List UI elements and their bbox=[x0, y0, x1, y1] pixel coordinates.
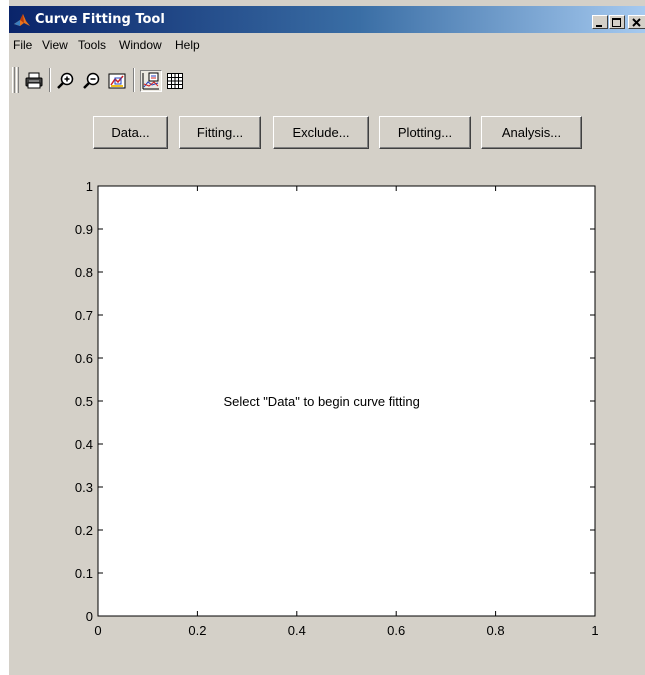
y-tick-label: 0.6 bbox=[75, 351, 93, 366]
y-tick-label: 0.7 bbox=[75, 308, 93, 323]
maximize-icon bbox=[612, 18, 621, 27]
menu-file[interactable]: File bbox=[13, 38, 33, 52]
x-tick-label: 0.6 bbox=[387, 623, 405, 638]
menu-help[interactable]: Help bbox=[175, 38, 200, 52]
plot-message: Select "Data" to begin curve fitting bbox=[223, 394, 419, 409]
plotting-button[interactable]: Plotting... bbox=[379, 116, 471, 149]
legend-icon bbox=[142, 72, 159, 90]
title-bar[interactable]: Curve Fitting Tool bbox=[9, 6, 645, 33]
grid-icon bbox=[167, 73, 183, 89]
menu-bar: File View Tools Window Help bbox=[9, 34, 645, 56]
fitting-button[interactable]: Fitting... bbox=[179, 116, 261, 149]
zoom-out-button[interactable] bbox=[81, 70, 103, 92]
y-tick-label: 0.4 bbox=[75, 437, 93, 452]
y-tick-label: 0.2 bbox=[75, 523, 93, 538]
toolbar-separator bbox=[133, 68, 135, 92]
toolbar-grip[interactable] bbox=[16, 67, 19, 93]
plot-axes[interactable]: 0 0.2 0.4 0.6 0.8 1 0 0.1 0.2 0.3 0.4 0.5 0.6 0.7 0.8 0… bbox=[9, 0, 645, 675]
menu-window[interactable]: Window bbox=[119, 38, 162, 52]
x-tick-label: 0.4 bbox=[288, 623, 306, 638]
curve-fitting-window: Curve Fitting Tool File View Tools Windo… bbox=[8, 0, 645, 675]
y-tick-label: 0.1 bbox=[75, 566, 93, 581]
axis-ticks: 0 0.2 0.4 0.6 0.8 1 0 0.1 0.2 0.3 0.4 0.5 0.6 0.7 0.8 0… bbox=[75, 179, 599, 638]
zoom-out-icon bbox=[83, 72, 100, 89]
menu-tools[interactable]: Tools bbox=[78, 38, 107, 52]
close-icon bbox=[632, 18, 641, 27]
toolbar-grip[interactable] bbox=[12, 67, 15, 93]
maximize-button[interactable] bbox=[609, 15, 625, 29]
legend-toggle-button[interactable] bbox=[140, 70, 162, 92]
window-title: Curve Fitting Tool bbox=[35, 12, 165, 27]
x-tick-label: 0.2 bbox=[188, 623, 206, 638]
plot-area[interactable] bbox=[97, 185, 596, 617]
x-tick-label: 1 bbox=[591, 623, 598, 638]
grid-toggle-button[interactable] bbox=[164, 70, 186, 92]
menu-view[interactable]: View bbox=[42, 38, 68, 52]
y-tick-label: 1 bbox=[86, 179, 93, 194]
minimize-button[interactable] bbox=[592, 15, 608, 29]
toolbar-separator bbox=[49, 68, 51, 92]
y-tick-label: 0 bbox=[86, 609, 93, 624]
x-tick-label: 0.8 bbox=[487, 623, 505, 638]
y-tick-label: 0.3 bbox=[75, 480, 93, 495]
close-button[interactable] bbox=[628, 15, 645, 29]
print-icon bbox=[25, 72, 43, 89]
minimize-icon bbox=[596, 25, 602, 27]
zoom-in-icon bbox=[57, 72, 74, 89]
y-tick-label: 0.9 bbox=[75, 222, 93, 237]
data-cursor-button[interactable] bbox=[106, 70, 128, 92]
matlab-logo-icon bbox=[14, 14, 30, 26]
x-tick-label: 0 bbox=[94, 623, 101, 638]
exclude-button[interactable]: Exclude... bbox=[273, 116, 369, 149]
data-button[interactable]: Data... bbox=[93, 116, 168, 149]
zoom-in-button[interactable] bbox=[55, 70, 77, 92]
y-tick-label: 0.8 bbox=[75, 265, 93, 280]
toolbar bbox=[9, 58, 645, 98]
print-button[interactable] bbox=[23, 70, 45, 92]
data-cursor-icon bbox=[108, 73, 126, 89]
analysis-button[interactable]: Analysis... bbox=[481, 116, 582, 149]
y-tick-label: 0.5 bbox=[75, 394, 93, 409]
